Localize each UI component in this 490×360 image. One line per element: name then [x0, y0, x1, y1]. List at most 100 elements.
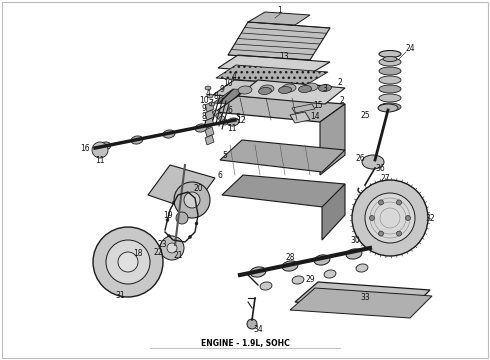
- Text: 21: 21: [173, 252, 183, 261]
- Circle shape: [92, 142, 108, 158]
- Text: 3: 3: [322, 84, 327, 93]
- Ellipse shape: [379, 58, 401, 66]
- Circle shape: [378, 231, 384, 236]
- Circle shape: [195, 205, 198, 208]
- Ellipse shape: [282, 261, 298, 271]
- Ellipse shape: [383, 57, 397, 62]
- Polygon shape: [228, 22, 330, 60]
- Text: 20: 20: [193, 184, 203, 193]
- Ellipse shape: [99, 142, 111, 150]
- Circle shape: [160, 236, 184, 260]
- Polygon shape: [205, 102, 214, 112]
- Ellipse shape: [379, 67, 401, 75]
- Ellipse shape: [282, 84, 296, 92]
- Text: 31: 31: [115, 291, 125, 300]
- Ellipse shape: [131, 136, 143, 144]
- Text: 10: 10: [223, 78, 233, 87]
- Polygon shape: [295, 282, 430, 312]
- Circle shape: [174, 182, 210, 218]
- Polygon shape: [205, 135, 214, 145]
- Text: 32: 32: [425, 213, 435, 222]
- Polygon shape: [205, 110, 214, 120]
- Circle shape: [167, 243, 177, 253]
- Ellipse shape: [379, 76, 401, 84]
- Circle shape: [369, 216, 374, 220]
- Polygon shape: [220, 140, 345, 172]
- Circle shape: [378, 200, 384, 205]
- Circle shape: [216, 113, 222, 119]
- Polygon shape: [322, 184, 345, 240]
- Text: 5: 5: [236, 113, 241, 122]
- Text: 36: 36: [375, 163, 385, 172]
- Text: 6: 6: [218, 171, 222, 180]
- Circle shape: [166, 219, 169, 221]
- Text: 24: 24: [405, 44, 415, 53]
- Text: ENGINE - 1.9L, SOHC: ENGINE - 1.9L, SOHC: [200, 339, 290, 348]
- Circle shape: [181, 192, 185, 195]
- Ellipse shape: [356, 264, 368, 272]
- Circle shape: [213, 110, 219, 116]
- Text: 9: 9: [201, 104, 206, 113]
- Circle shape: [172, 201, 175, 204]
- Text: 33: 33: [360, 293, 370, 302]
- Circle shape: [168, 234, 171, 238]
- Polygon shape: [148, 165, 215, 210]
- Polygon shape: [248, 12, 310, 25]
- Ellipse shape: [298, 85, 312, 93]
- Polygon shape: [320, 104, 345, 175]
- Text: 8: 8: [201, 112, 206, 121]
- Text: 4: 4: [232, 72, 237, 81]
- Text: 29: 29: [305, 275, 315, 284]
- Ellipse shape: [195, 124, 207, 132]
- Circle shape: [189, 235, 192, 239]
- Ellipse shape: [346, 249, 362, 259]
- Text: 9: 9: [220, 85, 224, 94]
- Polygon shape: [213, 80, 330, 102]
- Ellipse shape: [379, 94, 401, 102]
- Polygon shape: [290, 112, 310, 123]
- Ellipse shape: [379, 103, 401, 111]
- Circle shape: [106, 240, 150, 284]
- Ellipse shape: [238, 86, 252, 94]
- Circle shape: [176, 212, 188, 224]
- Polygon shape: [292, 104, 315, 113]
- Circle shape: [219, 116, 225, 122]
- Polygon shape: [218, 55, 330, 75]
- Polygon shape: [238, 80, 345, 104]
- Ellipse shape: [163, 130, 175, 138]
- Circle shape: [396, 200, 401, 205]
- Circle shape: [177, 239, 180, 243]
- Text: 19: 19: [163, 211, 173, 220]
- Text: 30: 30: [350, 235, 360, 244]
- Circle shape: [190, 194, 193, 197]
- Text: 22: 22: [153, 248, 163, 257]
- Ellipse shape: [260, 282, 272, 290]
- Ellipse shape: [227, 118, 239, 126]
- Ellipse shape: [378, 104, 398, 112]
- Ellipse shape: [304, 83, 318, 91]
- Text: 25: 25: [360, 111, 370, 120]
- Text: 13: 13: [279, 51, 289, 60]
- Ellipse shape: [314, 255, 330, 265]
- Circle shape: [352, 180, 428, 256]
- Ellipse shape: [260, 85, 274, 93]
- Text: 7: 7: [209, 99, 214, 108]
- Text: 34: 34: [253, 325, 263, 334]
- Ellipse shape: [292, 276, 304, 284]
- Ellipse shape: [362, 155, 384, 169]
- Circle shape: [247, 319, 257, 329]
- Polygon shape: [213, 89, 332, 110]
- Text: 28: 28: [285, 253, 295, 262]
- Text: 10: 10: [199, 95, 209, 104]
- Text: 16: 16: [80, 144, 90, 153]
- Ellipse shape: [379, 85, 401, 93]
- Text: 12: 12: [236, 116, 246, 125]
- Text: 11: 11: [227, 123, 237, 132]
- Circle shape: [396, 231, 401, 236]
- Ellipse shape: [209, 102, 215, 106]
- Text: 4: 4: [206, 89, 210, 98]
- Text: 14: 14: [310, 112, 320, 121]
- Circle shape: [365, 193, 415, 243]
- Text: 11: 11: [95, 156, 105, 165]
- Circle shape: [184, 192, 200, 208]
